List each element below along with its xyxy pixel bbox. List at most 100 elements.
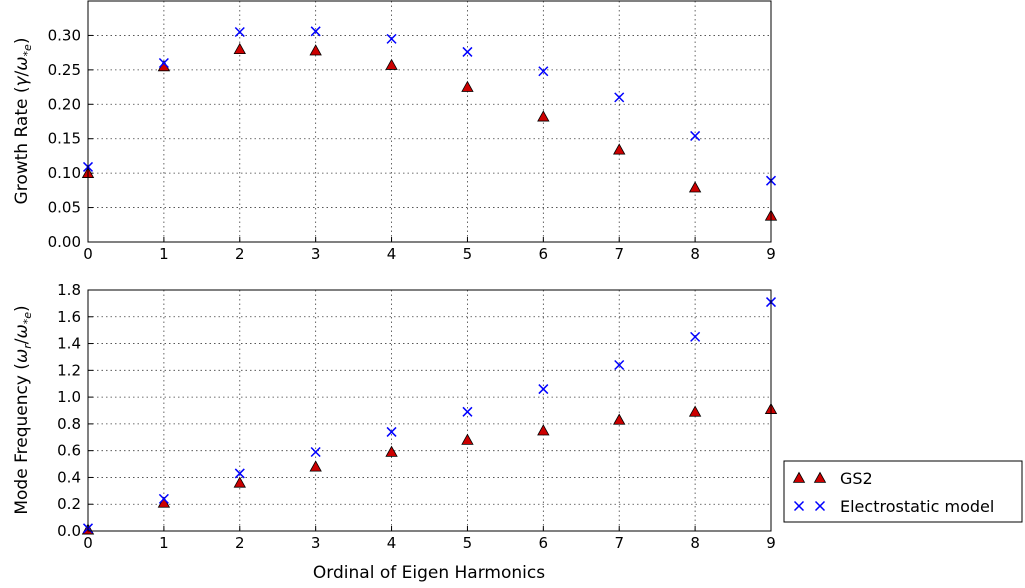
mode-frequency-ylabel-omega: ω xyxy=(12,324,32,338)
growth-rate-electrostatic-point-stroke-b xyxy=(462,46,473,57)
legend-electrostatic-marker-b xyxy=(814,500,826,512)
legend-gs2-marker-a xyxy=(792,471,806,483)
growth-rate-electrostatic-point-stroke-b xyxy=(310,26,321,37)
legend-frame xyxy=(783,460,1023,523)
mode-frequency-electrostatic-point xyxy=(310,446,321,458)
mode-frequency-electrostatic-point-stroke-b xyxy=(690,331,701,342)
growth-rate-electrostatic-point xyxy=(614,92,625,103)
mode-frequency-electrostatic-point-stroke-b xyxy=(234,468,245,479)
mode-frequency-gs2-point xyxy=(385,445,398,457)
mode-frequency-y-tick-label: 0.2 xyxy=(57,495,81,513)
growth-rate-x-tick-label: 0 xyxy=(83,245,93,263)
mode-frequency-ylabel-sub-r: r xyxy=(21,343,34,349)
growth-rate-ylabel-text: Growth Rate ( xyxy=(12,87,32,205)
mode-frequency-electrostatic-point-stroke-b xyxy=(614,359,625,371)
mode-frequency-x-tick-label: 8 xyxy=(690,534,700,552)
growth-rate-x-tick-label: 6 xyxy=(539,245,549,263)
mode-frequency-ylabel: Mode Frequency (ωr/ω*e) xyxy=(12,305,34,514)
growth-rate-ylabel-gamma: γ xyxy=(12,76,32,87)
mode-frequency-x-tick-label: 0 xyxy=(83,534,93,552)
mode-frequency-gs2-point xyxy=(309,460,322,472)
mode-frequency-electrostatic-point xyxy=(386,426,397,437)
growth-rate-electrostatic-point xyxy=(386,33,397,44)
legend-electrostatic-marker-b-stroke-b xyxy=(814,500,826,512)
legend: GS2 Electrostatic model xyxy=(783,460,1023,523)
growth-rate-x-tick-label: 7 xyxy=(614,245,624,263)
mode-frequency-ylabel-omega-r: ω xyxy=(12,349,32,363)
mode-frequency-y-tick-label: 1.8 xyxy=(57,281,81,299)
mode-frequency-electrostatic-point xyxy=(690,331,701,342)
mode-frequency-electrostatic-point xyxy=(234,468,245,479)
growth-rate-y-tick-label: 0.00 xyxy=(48,233,81,251)
legend-electrostatic-marker-a-stroke-b xyxy=(793,500,805,512)
growth-rate-electrostatic-point-stroke-b xyxy=(158,57,169,69)
mode-frequency-y-tick-label: 1.2 xyxy=(57,361,81,379)
mode-frequency-gs2-point xyxy=(233,476,246,488)
legend-electrostatic-label: Electrostatic model xyxy=(840,497,994,516)
mode-frequency-gs2-point xyxy=(688,405,702,417)
growth-rate-gs2-point xyxy=(613,143,626,155)
growth-rate-y-tick-label: 0.10 xyxy=(48,164,81,182)
growth-rate-electrostatic-point-stroke-b xyxy=(386,33,397,44)
growth-rate-ylabel-subscript: *e xyxy=(21,44,34,57)
growth-rate-axes-frame xyxy=(87,0,772,243)
mode-frequency-electrostatic-point-stroke-b xyxy=(462,406,473,417)
growth-rate-electrostatic-point-stroke-b xyxy=(538,66,549,77)
mode-frequency-plot-background xyxy=(88,290,771,531)
mode-frequency-electrostatic-point xyxy=(538,384,549,395)
mode-frequency-ylabel-sub-e: *e xyxy=(21,312,34,325)
mode-frequency-ylabel-close: ) xyxy=(12,305,32,312)
growth-rate-gs2-point xyxy=(309,44,322,56)
mode-frequency-y-tick-label: 1.4 xyxy=(57,335,81,353)
growth-rate-gs2-point xyxy=(385,58,398,70)
mode-frequency-ylabel-slash: / xyxy=(12,338,32,344)
legend-gs2-marker-b xyxy=(813,471,827,483)
growth-rate-electrostatic-point xyxy=(538,66,549,77)
growth-rate-ylabel: Growth Rate (γ/ω*e) xyxy=(12,38,34,205)
growth-rate-x-tick-label: 9 xyxy=(766,245,776,263)
growth-rate-plot-background xyxy=(88,1,771,242)
growth-rate-ylabel-omega: ω xyxy=(12,56,32,70)
mode-frequency-x-tick-label: 4 xyxy=(387,534,397,552)
growth-rate-gs2-point xyxy=(461,80,474,92)
growth-rate-gs2-point xyxy=(537,110,550,122)
mode-frequency-y-tick-label: 0.8 xyxy=(57,415,81,433)
growth-rate-electrostatic-point xyxy=(234,26,245,38)
growth-rate-gs2-point xyxy=(688,181,702,193)
mode-frequency-electrostatic-point xyxy=(462,406,473,417)
growth-rate-electrostatic-point xyxy=(158,57,169,69)
growth-rate-electrostatic-point xyxy=(690,130,701,141)
growth-rate-electrostatic-point-stroke-b xyxy=(690,130,701,141)
growth-rate-ylabel-slash: / xyxy=(12,70,32,76)
mode-frequency-electrostatic-point xyxy=(614,359,625,371)
mode-frequency-x-tick-label: 9 xyxy=(766,534,776,552)
mode-frequency-gs2-point xyxy=(461,433,474,445)
mode-frequency-x-tick-label: 3 xyxy=(311,534,321,552)
mode-frequency-gs2-point xyxy=(537,424,550,436)
mode-frequency-x-tick-label: 2 xyxy=(235,534,245,552)
mode-frequency-x-tick-label: 1 xyxy=(159,534,169,552)
growth-rate-y-tick-label: 0.25 xyxy=(48,61,81,79)
mode-frequency-axes-frame xyxy=(87,289,772,532)
mode-frequency-y-tick-label: 0.6 xyxy=(57,442,81,460)
mode-frequency-electrostatic-point-stroke-b xyxy=(158,493,169,504)
mode-frequency-gs2-point xyxy=(613,413,626,425)
legend-electrostatic-marker-a xyxy=(793,500,805,512)
growth-rate-x-tick-label: 8 xyxy=(690,245,700,263)
growth-rate-y-tick-label: 0.05 xyxy=(48,199,81,217)
mode-frequency-plot: 0 1 2 3 4 5 6 7 8 9 0.0 0.2 0.4 0.6 0.8 1.0 1.2 1.4 1.6 1.8 xyxy=(57,281,778,552)
mode-frequency-y-tick-label: 0.0 xyxy=(57,522,81,540)
legend-gs2-label: GS2 xyxy=(840,469,873,488)
mode-frequency-x-tick-label: 7 xyxy=(614,534,624,552)
mode-frequency-electrostatic-point-stroke-b xyxy=(538,384,549,395)
mode-frequency-x-tick-label: 5 xyxy=(463,534,473,552)
growth-rate-electrostatic-point-stroke-b xyxy=(234,26,245,38)
growth-rate-gs2-point xyxy=(233,42,246,54)
x-axis-label: Ordinal of Eigen Harmonics xyxy=(313,563,545,583)
mode-frequency-y-tick-label: 1.0 xyxy=(57,388,81,406)
mode-frequency-electrostatic-point xyxy=(158,493,169,504)
growth-rate-x-tick-label: 4 xyxy=(387,245,397,263)
growth-rate-x-tick-label: 1 xyxy=(159,245,169,263)
growth-rate-x-tick-label: 2 xyxy=(235,245,245,263)
